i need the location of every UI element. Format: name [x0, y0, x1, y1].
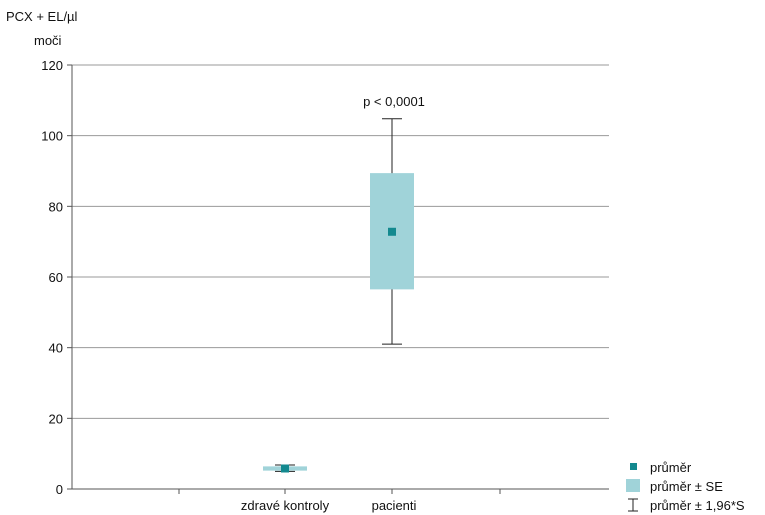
- y-tick-label-20: 20: [49, 411, 63, 426]
- y-tick-label-0: 0: [56, 482, 63, 497]
- p-value-annotation: p < 0,0001: [363, 94, 425, 109]
- boxes: [263, 118, 414, 473]
- legend-symbol-mean: [630, 463, 637, 470]
- mean-marker-0: [281, 464, 289, 473]
- legend-symbol-se: [626, 479, 640, 492]
- x-tick-label-0: zdravé kontroly: [241, 498, 330, 513]
- y-axis-title-line2: moči: [34, 33, 62, 48]
- y-tick-label-100: 100: [41, 129, 63, 144]
- legend: průměr průměr ± SE průměr ± 1,96*S: [626, 460, 745, 513]
- legend-label-0: průměr: [650, 460, 692, 475]
- x-ticks: zdravé kontroly pacienti: [178, 489, 501, 513]
- group-1: [370, 118, 414, 345]
- x-tick-label-1: pacienti: [372, 498, 417, 513]
- legend-item-2: průměr ± 1,96*S: [628, 498, 745, 513]
- y-tick-label-40: 40: [49, 341, 63, 356]
- y-axis-title-line1: PCX + EL/µl: [6, 9, 78, 24]
- y-tick-label-80: 80: [49, 199, 63, 214]
- y-ticks: 0 20 40 60 80 100 120: [41, 58, 72, 497]
- grid-lines: [72, 64, 609, 419]
- legend-label-1: průměr ± SE: [650, 479, 723, 494]
- legend-item-0: průměr: [630, 460, 692, 475]
- y-tick-label-120: 120: [41, 58, 63, 73]
- legend-item-1: průměr ± SE: [626, 479, 723, 494]
- legend-label-2: průměr ± 1,96*S: [650, 498, 745, 513]
- group-0: [263, 464, 307, 473]
- y-tick-label-60: 60: [49, 270, 63, 285]
- mean-marker-1: [388, 227, 396, 236]
